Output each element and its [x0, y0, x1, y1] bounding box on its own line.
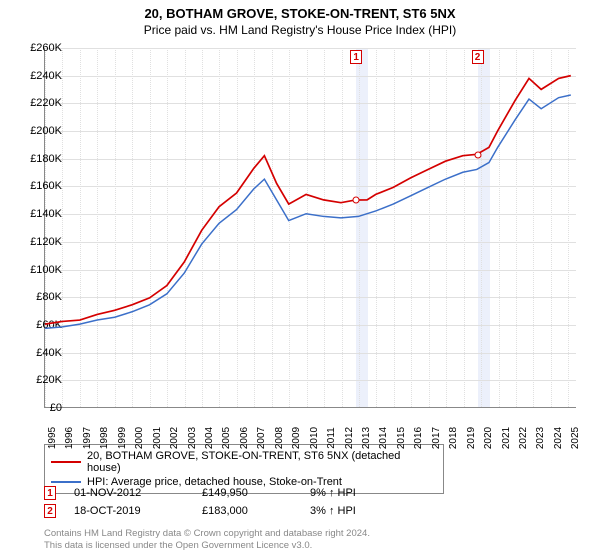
sale-delta: 9% ↑ HPI	[310, 487, 356, 499]
x-axis-tick-label: 2010	[309, 427, 320, 449]
legend-label: 20, BOTHAM GROVE, STOKE-ON-TRENT, ST6 5N…	[87, 450, 437, 474]
sale-date: 01-NOV-2012	[74, 487, 184, 499]
footer-attribution: Contains HM Land Registry data © Crown c…	[44, 528, 370, 552]
x-axis-tick-label: 2008	[274, 427, 285, 449]
x-axis-tick-label: 2011	[326, 427, 337, 449]
x-axis-tick-label: 2012	[344, 427, 355, 449]
sale-price: £149,950	[202, 487, 292, 499]
x-axis-tick-label: 2007	[256, 427, 267, 449]
title-subtitle: Price paid vs. HM Land Registry's House …	[0, 21, 600, 37]
x-axis-tick-label: 1999	[117, 427, 128, 449]
sale-marker-dot	[474, 151, 481, 158]
series-line	[45, 95, 571, 328]
x-axis-tick-label: 2016	[413, 427, 424, 449]
x-axis-tick-label: 2014	[378, 427, 389, 449]
chart-lines-svg	[45, 48, 576, 407]
x-axis-tick-label: 2020	[483, 427, 494, 449]
sale-date: 18-OCT-2019	[74, 505, 184, 517]
x-axis-tick-label: 2000	[134, 427, 145, 449]
legend-item: 20, BOTHAM GROVE, STOKE-ON-TRENT, ST6 5N…	[51, 449, 437, 475]
x-axis-tick-label: 2015	[396, 427, 407, 449]
series-line	[45, 76, 571, 325]
legend-swatch	[51, 461, 81, 463]
sale-detail-row: 2 18-OCT-2019 £183,000 3% ↑ HPI	[44, 504, 356, 518]
footer-line-1: Contains HM Land Registry data © Crown c…	[44, 528, 370, 540]
sale-marker-box: 1	[350, 50, 362, 64]
x-axis-tick-label: 1996	[64, 427, 75, 449]
sale-rows: 1 01-NOV-2012 £149,950 9% ↑ HPI 2 18-OCT-2019…	[44, 486, 356, 522]
footer-line-2: This data is licensed under the Open Gov…	[44, 540, 370, 552]
x-axis-tick-label: 2022	[518, 427, 529, 449]
sale-marker-dot	[353, 197, 360, 204]
x-axis-tick-label: 2019	[466, 427, 477, 449]
legend-swatch	[51, 481, 81, 483]
x-axis-tick-label: 2013	[361, 427, 372, 449]
title-address: 20, BOTHAM GROVE, STOKE-ON-TRENT, ST6 5N…	[0, 0, 600, 21]
x-axis-tick-label: 2017	[431, 427, 442, 449]
x-axis-tick-label: 2023	[535, 427, 546, 449]
sale-marker-box: 2	[472, 50, 484, 64]
x-axis-tick-label: 2002	[169, 427, 180, 449]
x-axis-tick-label: 2003	[187, 427, 198, 449]
x-axis-tick-label: 2024	[553, 427, 564, 449]
sale-delta: 3% ↑ HPI	[310, 505, 356, 517]
sale-marker-box: 2	[44, 504, 56, 518]
x-axis-tick-label: 2004	[204, 427, 215, 449]
x-axis-tick-label: 2001	[152, 427, 163, 449]
x-axis-tick-label: 1998	[99, 427, 110, 449]
x-axis-tick-label: 2009	[291, 427, 302, 449]
sale-detail-row: 1 01-NOV-2012 £149,950 9% ↑ HPI	[44, 486, 356, 500]
chart-wrapper: 20, BOTHAM GROVE, STOKE-ON-TRENT, ST6 5N…	[0, 0, 600, 560]
chart-plot-area: 12	[44, 48, 576, 408]
x-axis-tick-label: 1997	[82, 427, 93, 449]
sale-marker-box: 1	[44, 486, 56, 500]
x-axis-tick-label: 2005	[221, 427, 232, 449]
x-axis-tick-label: 2025	[570, 427, 581, 449]
x-axis-tick-label: 2021	[501, 427, 512, 449]
x-axis-tick-label: 2006	[239, 427, 250, 449]
x-axis-tick-label: 1995	[47, 427, 58, 449]
sale-price: £183,000	[202, 505, 292, 517]
x-axis-tick-label: 2018	[448, 427, 459, 449]
